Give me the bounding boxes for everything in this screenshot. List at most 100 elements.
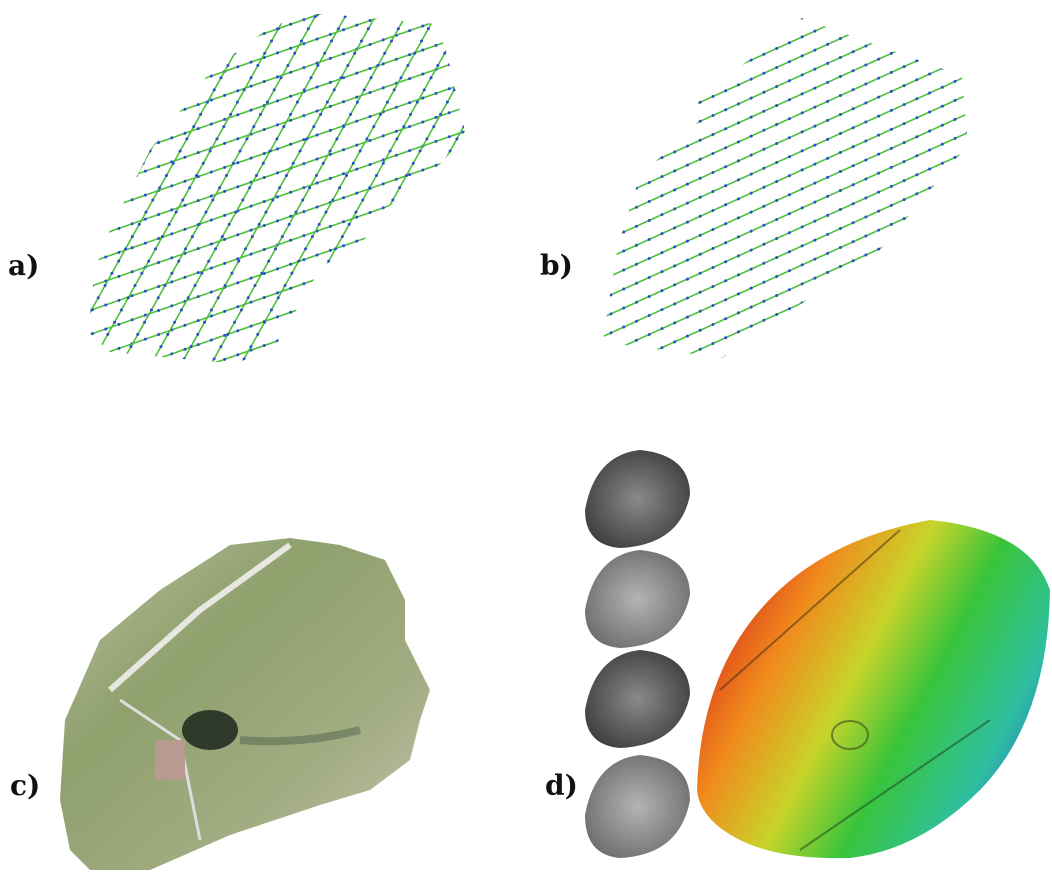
- dem-panel: [585, 450, 1050, 858]
- waypoints: [560, 0, 1000, 185]
- flight-line: [60, 0, 300, 420]
- waypoints: [390, 0, 630, 420]
- flight-line: [0, 300, 600, 510]
- buildings: [155, 740, 185, 780]
- waypoints: [560, 251, 1000, 451]
- waypoints: [270, 0, 510, 420]
- flight-line: [560, 0, 1000, 128]
- panel-label: b): [540, 249, 573, 282]
- waypoints: [560, 0, 1000, 109]
- waypoints: [0, 252, 600, 462]
- waypoints: [0, 0, 600, 30]
- flight-line: [210, 0, 450, 420]
- waypoints: [560, 0, 1000, 166]
- dem-map: [697, 520, 1050, 858]
- ortho-image: [60, 538, 430, 870]
- waypoints: [450, 0, 690, 420]
- waypoints: [560, 0, 1000, 52]
- flight-line: [560, 251, 1000, 451]
- waypoints: [560, 0, 1000, 14]
- flight-line: [0, 60, 600, 270]
- flight-line: [0, 0, 600, 126]
- flight-line: [0, 108, 600, 318]
- waypoints: [0, 0, 600, 78]
- waypoints: [240, 0, 480, 420]
- flight-path-b: [560, 0, 1000, 489]
- waypoints: [420, 0, 660, 420]
- flight-line: [0, 180, 600, 390]
- flight-line: [0, 0, 600, 30]
- flight-line: [0, 0, 600, 54]
- flight-line: [480, 0, 720, 420]
- flight-line: [560, 213, 1000, 413]
- page: {"panels": [{"label": "a)"}, {"label": "…: [0, 0, 1052, 880]
- waypoints: [0, 0, 240, 420]
- waypoints: [0, 348, 600, 558]
- flight-line: [0, 0, 600, 78]
- waypoints: [560, 0, 1000, 71]
- flight-line: [560, 0, 1000, 109]
- orthomosaic: [60, 538, 430, 870]
- flight-line: [240, 0, 480, 420]
- band-thumb: [585, 450, 690, 548]
- flight-line: [0, 84, 600, 294]
- flight-line: [560, 232, 1000, 432]
- flight-line: [90, 0, 330, 420]
- waypoints: [560, 0, 1000, 128]
- flight-line: [150, 0, 390, 420]
- flight-line: [390, 0, 630, 420]
- flight-line: [560, 80, 1000, 280]
- flight-line: [560, 118, 1000, 318]
- waypoints: [360, 0, 600, 420]
- flight-line: [560, 0, 1000, 90]
- flight-line: [330, 0, 570, 420]
- flight-line: [560, 156, 1000, 356]
- waypoints: [0, 204, 600, 414]
- waypoints: [30, 0, 270, 420]
- flight-line: [0, 324, 600, 534]
- panel-label: c): [10, 769, 40, 802]
- flight-line: [30, 0, 270, 420]
- waypoints: [560, 0, 1000, 147]
- flight-line: [560, 0, 1000, 14]
- flight-line: [560, 0, 1000, 71]
- waypoints: [0, 276, 600, 486]
- flight-line: [0, 204, 600, 414]
- waypoints: [90, 0, 330, 420]
- band-thumb: [585, 755, 690, 858]
- flight-line: [0, 36, 600, 246]
- flight-line: [560, 0, 1000, 33]
- waypoints: [0, 324, 600, 534]
- pond: [182, 710, 238, 750]
- flight-line: [0, 0, 600, 150]
- waypoints: [0, 0, 600, 54]
- flight-line: [560, 4, 1000, 204]
- waypoints: [0, 0, 600, 174]
- panel-label: d): [545, 769, 578, 802]
- panel-label: a): [8, 249, 39, 282]
- flight-line: [560, 175, 1000, 375]
- flight-line: [0, 0, 600, 174]
- flight-line: [560, 42, 1000, 242]
- waypoints: [480, 0, 720, 420]
- band-thumb: [585, 550, 690, 648]
- flight-line: [560, 23, 1000, 223]
- flight-line: [560, 99, 1000, 299]
- figure: a) b) c) d): [0, 0, 1052, 880]
- waypoints: [60, 0, 300, 420]
- waypoints: [0, 0, 600, 126]
- flight-line: [0, 0, 240, 420]
- flight-line: [560, 194, 1000, 394]
- flight-line: [0, 132, 600, 342]
- waypoints: [0, 0, 600, 102]
- flight-line: [560, 0, 1000, 52]
- flight-line: [420, 0, 660, 420]
- flight-line: [0, 348, 600, 558]
- waypoints: [560, 0, 1000, 90]
- flight-line: [300, 0, 540, 420]
- flight-line: [450, 0, 690, 420]
- flight-line: [360, 0, 600, 420]
- waypoints: [560, 232, 1000, 432]
- flight-line: [560, 61, 1000, 261]
- waypoints: [0, 300, 600, 510]
